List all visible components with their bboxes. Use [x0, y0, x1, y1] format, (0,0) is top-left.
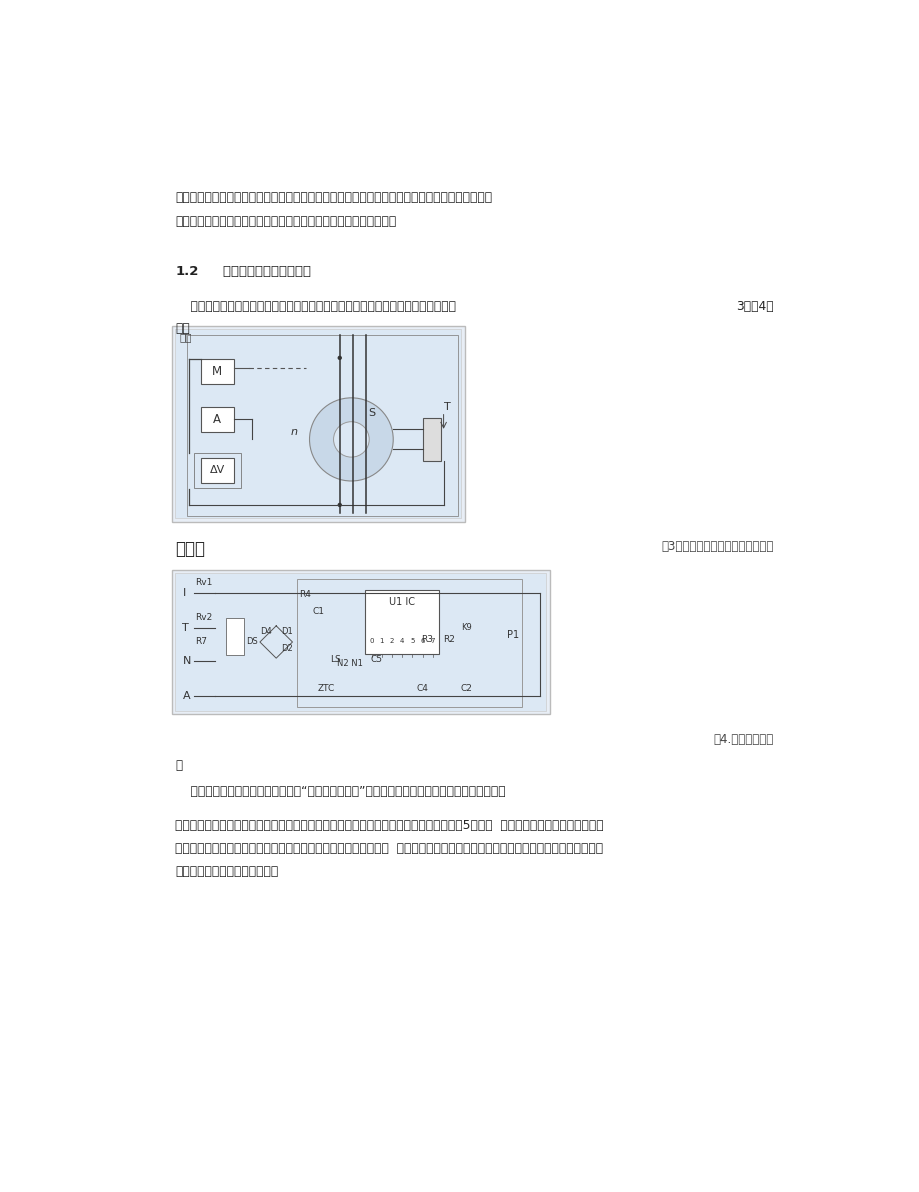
Text: R2: R2: [443, 634, 455, 644]
Text: 剩余电流断路器两类产品工作原理的区别，从中可以看出：电子式  剩余电流断路器与前者最大的差异是电子放大器和分励脱扣器工: 剩余电流断路器两类产品工作原理的区别，从中可以看出：电子式 剩余电流断路器与前者…: [176, 843, 603, 855]
Text: 3、图4所: 3、图4所: [735, 300, 773, 313]
Text: 示：: 示：: [176, 322, 190, 335]
Text: 的剩余电流经电子放大器放大后驱动电压分励脱扣器动作，并推动开关机构分断电路。图5所示了  电磁式剩余电流断路器和电子式: 的剩余电流经电子放大器放大后驱动电压分励脱扣器动作，并推动开关机构分断电路。图5…: [176, 819, 604, 832]
Bar: [194, 453, 240, 488]
Bar: [201, 408, 233, 432]
Text: LS: LS: [330, 654, 341, 664]
Circle shape: [334, 422, 369, 457]
Text: 图: 图: [176, 759, 182, 772]
Bar: [423, 418, 440, 461]
Text: R3: R3: [421, 634, 433, 644]
Text: T: T: [182, 622, 189, 633]
Bar: [365, 590, 438, 653]
Text: N: N: [182, 656, 190, 666]
Text: ZTC: ZTC: [318, 684, 335, 693]
Bar: [225, 619, 244, 656]
Text: 图4.电子线路原理: 图4.电子线路原理: [713, 733, 773, 746]
Circle shape: [338, 356, 341, 359]
Bar: [176, 329, 460, 519]
Circle shape: [338, 503, 341, 507]
Text: M: M: [212, 365, 222, 378]
Text: C2: C2: [460, 684, 471, 693]
Text: 示：: 示：: [179, 331, 192, 342]
Bar: [297, 579, 521, 707]
Text: 直接来自零序互感器的二次感应电流和断路器闭合时储存的机械能。: 直接来自零序互感器的二次感应电流和断路器闭合时储存的机械能。: [176, 216, 396, 229]
Bar: [171, 325, 464, 522]
Text: 电子式剩余电流断路器的脱扣器为“电压分励脱扣器”，当系统发生接地故障时，零序互感器检出: 电子式剩余电流断路器的脱扣器为“电压分励脱扣器”，当系统发生接地故障时，零序互感…: [176, 786, 505, 799]
Text: 胎换骨: 胎换骨: [176, 540, 205, 558]
Text: I: I: [182, 588, 186, 597]
Text: D2: D2: [280, 644, 292, 653]
Bar: [201, 360, 233, 384]
Text: 6: 6: [420, 639, 425, 645]
Bar: [176, 573, 545, 710]
Text: 1: 1: [379, 639, 383, 645]
Text: n: n: [289, 427, 297, 436]
Text: D1: D1: [280, 627, 292, 637]
Text: A: A: [213, 412, 221, 426]
Text: 0: 0: [369, 639, 373, 645]
Text: 5: 5: [410, 639, 414, 645]
Text: P1: P1: [506, 629, 518, 640]
Text: 作及驱动均需用系统电源支持。: 作及驱动均需用系统电源支持。: [176, 865, 278, 879]
Text: 2: 2: [390, 639, 393, 645]
Text: 脱扣器与电源电压有关的电子式剩余电流断路器基本原理和相应电子线路原理如图: 脱扣器与电源电压有关的电子式剩余电流断路器基本原理和相应电子线路原理如图: [176, 300, 456, 313]
Text: 1.2: 1.2: [176, 266, 199, 279]
Text: Rv1: Rv1: [195, 578, 212, 588]
Bar: [201, 458, 233, 483]
Text: C4: C4: [416, 684, 428, 693]
Text: 电子式剩余电流断路器：: 电子式剩余电流断路器：: [206, 266, 312, 279]
Text: T: T: [443, 402, 450, 412]
Text: C1: C1: [312, 607, 324, 616]
Text: N2 N1: N2 N1: [336, 659, 362, 669]
Text: DS: DS: [245, 638, 257, 646]
Text: A: A: [182, 690, 190, 701]
Bar: [171, 570, 550, 714]
Text: R7: R7: [195, 638, 207, 646]
Text: R4: R4: [299, 590, 311, 598]
Text: D4: D4: [259, 627, 271, 637]
Circle shape: [309, 398, 392, 482]
Text: U1 IC: U1 IC: [389, 597, 414, 607]
Text: 器与电源之间不存在电的连接，所以电磁式剩余电流断路器保护动作与电源电压无关，其动作能量: 器与电源之间不存在电的连接，所以电磁式剩余电流断路器保护动作与电源电压无关，其动…: [176, 191, 492, 204]
Text: K9: K9: [460, 623, 471, 632]
Bar: [187, 335, 458, 516]
Text: 4: 4: [400, 639, 403, 645]
Text: C5: C5: [369, 654, 381, 664]
Text: S: S: [368, 408, 375, 418]
Text: 7: 7: [430, 639, 435, 645]
Text: ΔV: ΔV: [210, 465, 224, 476]
Text: Rv2: Rv2: [196, 613, 212, 622]
Text: 图3电子式剩余电流断路器基本原理: 图3电子式剩余电流断路器基本原理: [661, 540, 773, 553]
